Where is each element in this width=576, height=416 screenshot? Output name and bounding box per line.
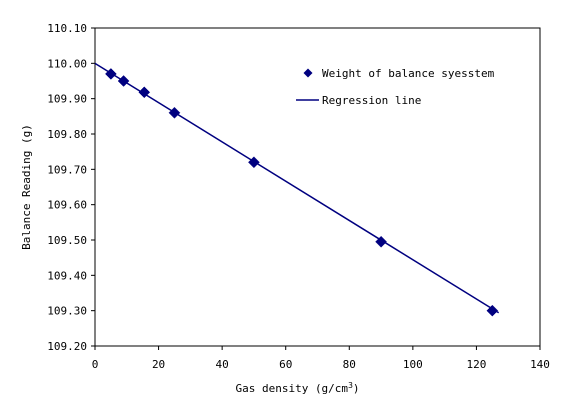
y-tick-label: 110.00	[47, 57, 87, 70]
data-point	[138, 86, 151, 99]
legend: Weight of balance syesstem Regression li…	[296, 67, 495, 107]
legend-label-weight: Weight of balance syesstem	[322, 67, 495, 80]
x-tick-label: 0	[92, 358, 99, 371]
x-tick-label: 40	[216, 358, 229, 371]
plot-frame	[94, 27, 541, 347]
data-point	[486, 304, 499, 317]
y-tick-label: 109.90	[47, 93, 87, 106]
x-axis-title-sup: 3	[348, 381, 353, 390]
y-tick-label: 109.80	[47, 128, 87, 141]
y-tick-label: 109.30	[47, 305, 87, 318]
data-point	[105, 68, 117, 80]
y-tick-label: 109.50	[47, 234, 87, 247]
data-point	[117, 75, 130, 87]
y-tick-label: 109.20	[47, 340, 87, 353]
x-tick-label: 100	[403, 358, 423, 371]
x-axis-title-main: Gas density (g/cm	[235, 382, 348, 395]
x-axis-ticks: 0 20 40 60 80 100 120 140	[92, 346, 550, 371]
regression-line	[94, 62, 500, 314]
x-tick-label: 120	[466, 358, 486, 371]
x-axis-title: Gas density (g/cm3)	[235, 381, 359, 396]
x-axis-title-suffix: )	[353, 382, 360, 395]
y-tick-label: 109.60	[47, 199, 87, 212]
data-point	[248, 156, 260, 169]
data-point	[168, 106, 181, 119]
x-tick-label: 60	[279, 358, 292, 371]
y-tick-label: 110.10	[47, 22, 87, 35]
axes	[94, 27, 541, 347]
x-tick-label: 80	[343, 358, 356, 371]
legend-label-regression: Regression line	[322, 94, 421, 107]
y-tick-label: 109.70	[47, 163, 87, 176]
x-tick-label: 20	[152, 358, 165, 371]
x-tick-label: 140	[530, 358, 550, 371]
y-tick-label: 109.40	[47, 269, 87, 282]
y-axis-ticks: 109.20 109.30 109.40 109.50 109.60 109.70 109.…	[47, 22, 95, 353]
legend-marker-weight	[303, 68, 313, 78]
y-axis-title: Balance Reading (g)	[20, 124, 33, 250]
series-layer	[94, 62, 500, 317]
data-point	[375, 235, 387, 248]
